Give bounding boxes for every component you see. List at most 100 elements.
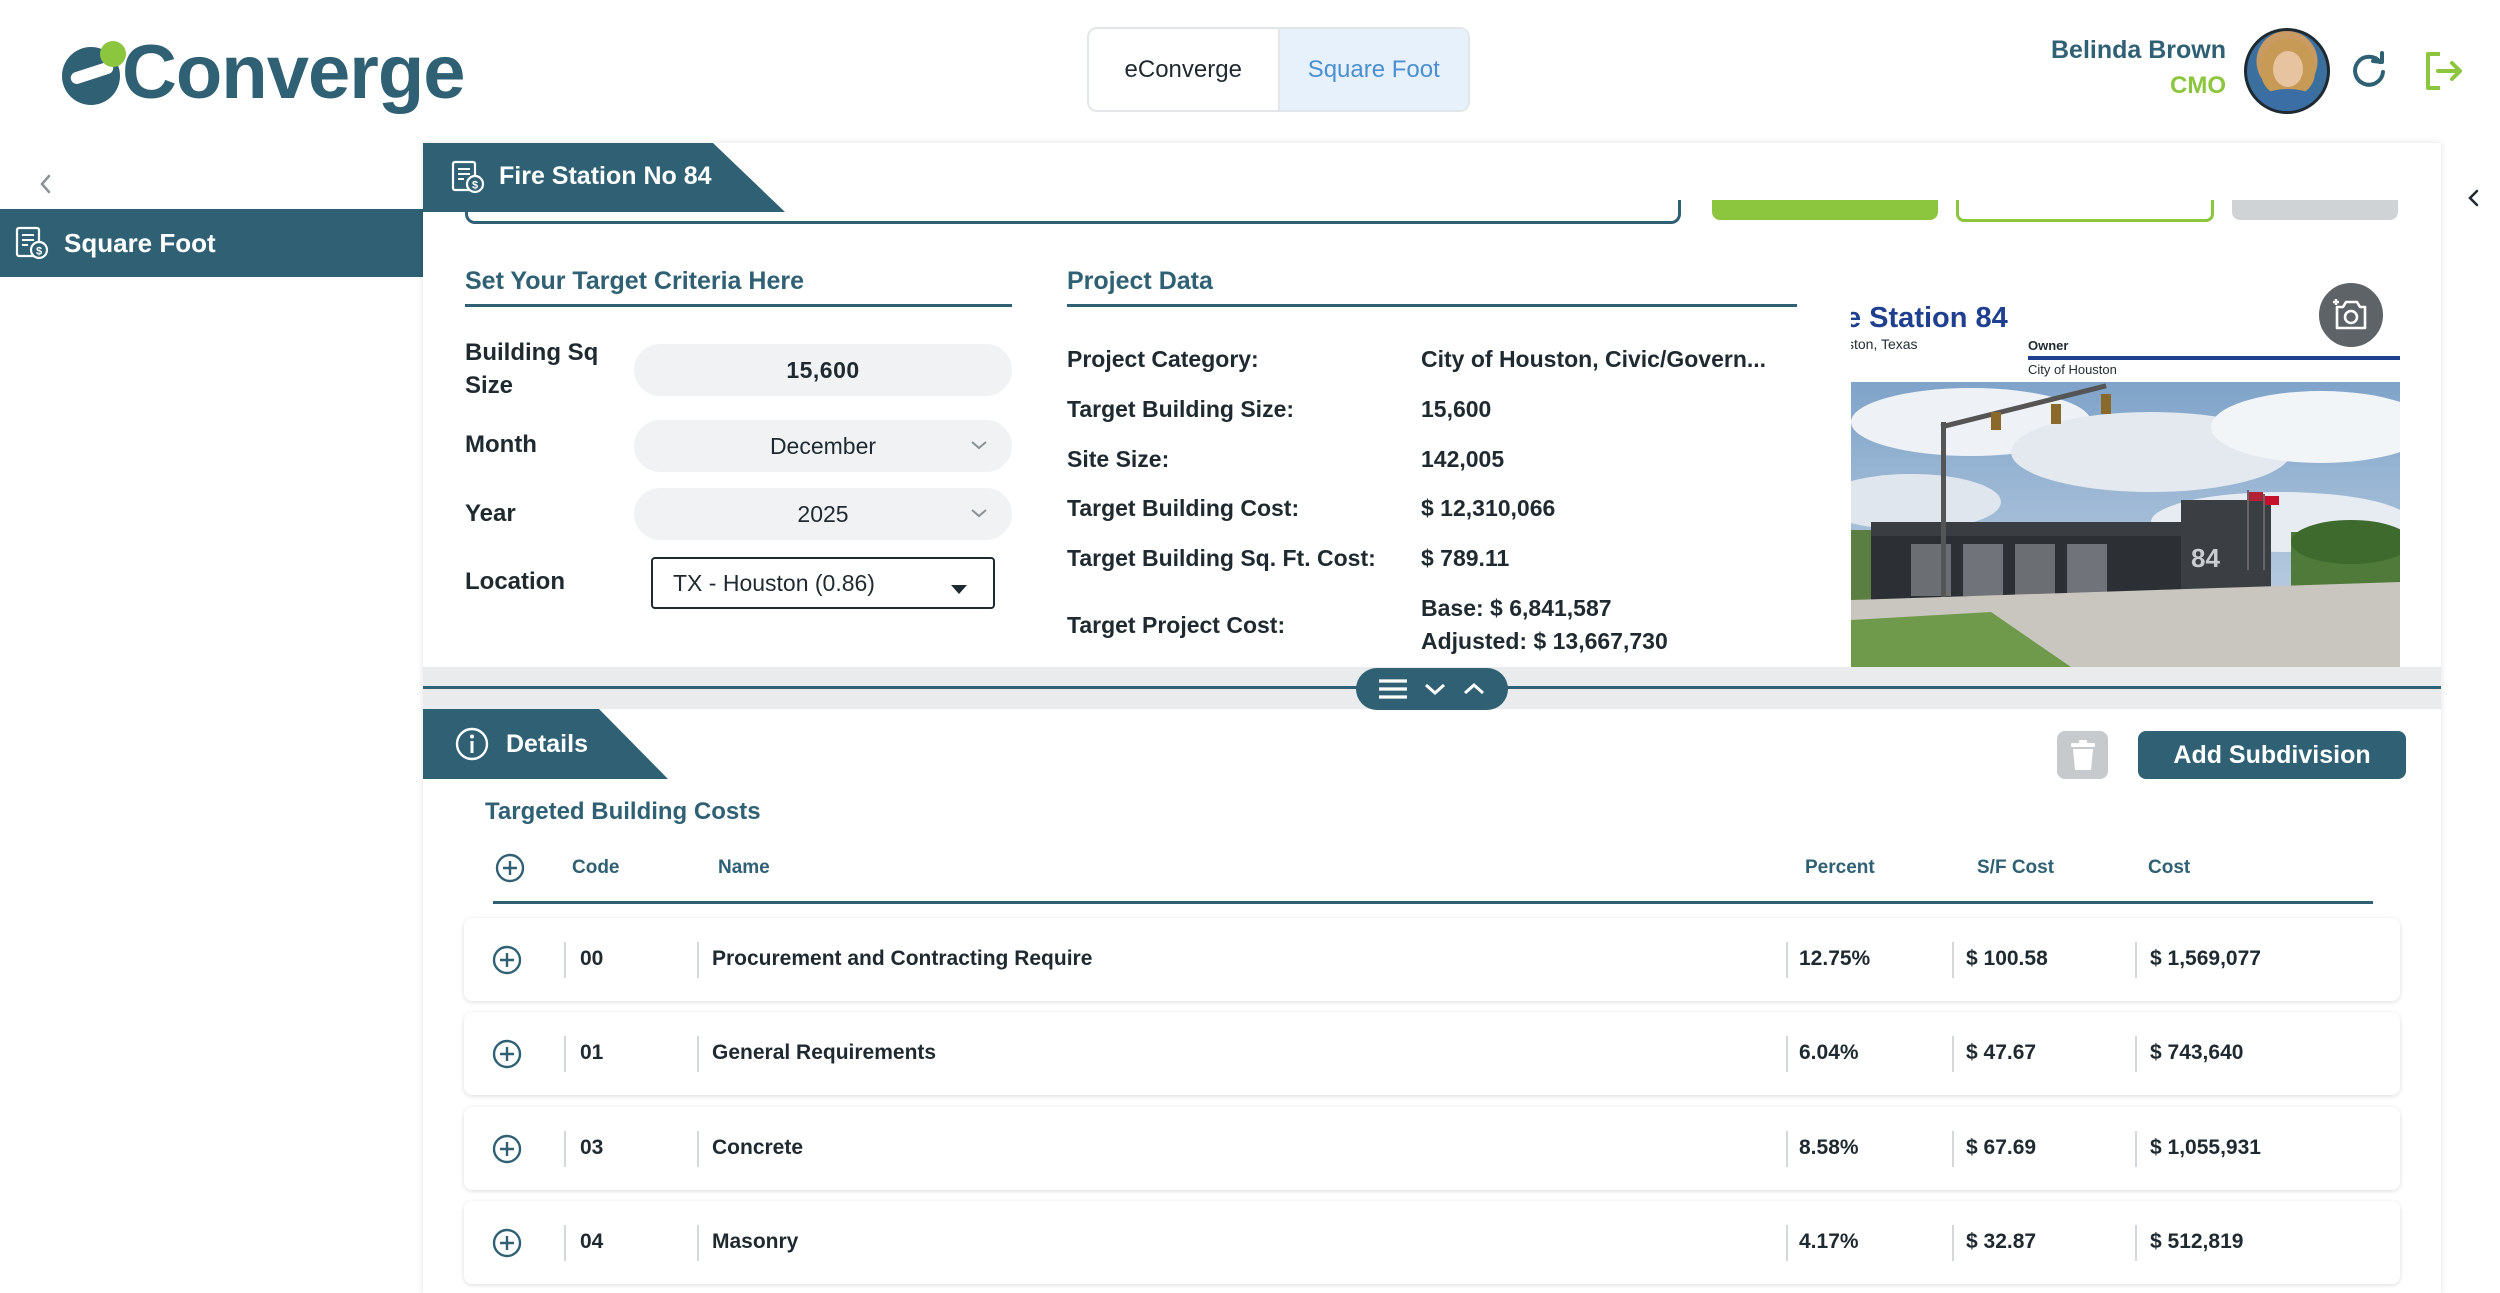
location-select[interactable]: TX - Houston (0.86) <box>651 557 995 609</box>
project-category-label: Project Category: <box>1067 346 1259 372</box>
building-sq-size-input[interactable]: 15,600 <box>634 344 1012 396</box>
column-header-sf-cost: S/F Cost <box>1977 857 2055 878</box>
expand-row-icon[interactable] <box>491 944 523 976</box>
trash-icon <box>2070 740 2095 770</box>
secondary-action-button[interactable] <box>1956 200 2214 222</box>
column-header-code: Code <box>572 857 620 878</box>
sidebar-item-label: Square Foot <box>64 227 216 258</box>
targeted-building-costs-title: Targeted Building Costs <box>485 798 761 825</box>
info-icon <box>455 727 489 761</box>
expand-row-icon[interactable] <box>491 1038 523 1070</box>
month-value: December <box>769 432 877 459</box>
row-code: 03 <box>580 1136 604 1159</box>
table-row[interactable]: 04 Masonry 4.17% $ 32.87 $ 512,819 <box>464 1201 2400 1284</box>
chevron-up-icon[interactable] <box>1461 678 1487 700</box>
svg-text:$: $ <box>472 180 478 192</box>
column-header-name: Name <box>718 857 770 878</box>
building-sq-size-label: Building Sq Size <box>465 339 599 399</box>
building-number: 84 <box>2191 543 2220 573</box>
splitter-handle[interactable] <box>1356 668 1508 710</box>
table-header-divider <box>493 901 2373 904</box>
row-sf-cost: $ 47.67 <box>1966 1041 2037 1064</box>
logo-mark-icon <box>62 41 126 105</box>
details-tab-label: Details <box>506 730 588 758</box>
target-project-cost-base: Base: $ 6,841,587 <box>1421 595 1612 621</box>
year-value: 2025 <box>797 500 849 527</box>
primary-action-button[interactable] <box>1712 200 1938 220</box>
table-row[interactable]: 01 General Requirements 6.04% $ 47.67 $ … <box>464 1012 2400 1095</box>
sidebar-item-square-foot[interactable]: $ Square Foot <box>0 209 423 277</box>
menu-icon[interactable] <box>1377 676 1409 702</box>
target-sqft-cost-value: $ 789.11 <box>1421 545 1510 571</box>
project-search-input[interactable] <box>465 200 1681 224</box>
row-code: 01 <box>580 1041 604 1064</box>
location-value: TX - Houston (0.86) <box>673 569 875 596</box>
camera-plus-icon <box>2333 299 2367 330</box>
expand-row-icon[interactable] <box>491 1227 523 1259</box>
table-row[interactable]: 00 Procurement and Contracting Require 1… <box>464 918 2400 1001</box>
row-cost: $ 512,819 <box>2150 1230 2244 1253</box>
column-header-percent: Percent <box>1805 857 1875 878</box>
criteria-divider <box>465 304 1012 307</box>
row-name: Masonry <box>712 1230 799 1253</box>
row-code: 00 <box>580 947 604 970</box>
tab-econverge[interactable]: eConverge <box>1124 55 1242 83</box>
row-percent: 8.58% <box>1799 1136 1859 1159</box>
photo-divider <box>2028 356 2400 360</box>
sidebar-collapse-icon[interactable] <box>34 170 58 198</box>
delete-button[interactable] <box>2057 731 2108 779</box>
project-title: Fire Station No 84 <box>499 162 712 190</box>
refresh-icon[interactable] <box>2349 50 2389 90</box>
user-role: CMO <box>2170 72 2226 99</box>
row-cost: $ 743,640 <box>2150 1041 2244 1064</box>
column-header-cost: Cost <box>2148 857 2191 878</box>
expand-row-icon[interactable] <box>491 1133 523 1165</box>
disabled-action-button[interactable] <box>2232 200 2398 220</box>
target-sqft-cost-label: Target Building Sq. Ft. Cost: <box>1067 545 1376 571</box>
year-select[interactable]: 2025 <box>634 488 1012 540</box>
tab-square-foot[interactable]: Square Foot <box>1277 29 1468 110</box>
month-select[interactable]: December <box>634 420 1012 472</box>
row-cost: $ 1,055,931 <box>2150 1136 2261 1159</box>
chevron-down-icon <box>971 441 987 450</box>
row-name: General Requirements <box>712 1041 937 1064</box>
target-project-cost-label: Target Project Cost: <box>1067 612 1286 638</box>
logout-icon[interactable] <box>2422 49 2466 93</box>
row-cost: $ 1,569,077 <box>2150 947 2261 970</box>
target-building-cost-label: Target Building Cost: <box>1067 495 1300 521</box>
row-name: Procurement and Contracting Require <box>712 947 1093 970</box>
chevron-down-icon[interactable] <box>1422 678 1448 700</box>
estimate-icon: $ <box>15 226 49 260</box>
details-tab[interactable]: Details <box>423 709 668 779</box>
row-sf-cost: $ 100.58 <box>1966 947 2048 970</box>
target-building-size-value: 15,600 <box>1421 396 1492 422</box>
month-label: Month <box>465 431 537 458</box>
mode-switch: eConverge Square Foot <box>1087 27 1470 112</box>
row-sf-cost: $ 32.87 <box>1966 1230 2037 1253</box>
add-subdivision-button[interactable]: Add Subdivision <box>2138 731 2406 779</box>
svg-text:$: $ <box>36 246 42 258</box>
project-data-divider <box>1067 304 1797 307</box>
user-name: Belinda Brown <box>2050 36 2226 64</box>
table-row[interactable]: 03 Concrete 8.58% $ 67.69 $ 1,055,931 <box>464 1107 2400 1190</box>
avatar[interactable] <box>2244 28 2330 114</box>
row-sf-cost: $ 67.69 <box>1966 1136 2037 1159</box>
change-photo-button[interactable] <box>2316 280 2386 350</box>
right-panel-collapse-icon[interactable] <box>2464 185 2484 211</box>
fire-station-image: 84 <box>1851 382 2400 667</box>
photo-title: e Station 84 <box>1851 302 2008 334</box>
project-title-tab: $ Fire Station No 84 <box>423 143 785 212</box>
year-label: Year <box>465 500 516 527</box>
project-photo: e Station 84 ston, Texas Owner City of H… <box>1851 290 2400 667</box>
site-size-value: 142,005 <box>1421 446 1505 472</box>
target-building-cost-value: $ 12,310,066 <box>1421 495 1556 521</box>
target-project-cost-adjusted: Adjusted: $ 13,667,730 <box>1421 628 1668 654</box>
photo-owner-label: Owner <box>2028 338 2069 353</box>
row-percent: 12.75% <box>1799 947 1871 970</box>
row-code: 04 <box>580 1230 604 1253</box>
criteria-title: Set Your Target Criteria Here <box>465 267 805 295</box>
project-category-value: City of Houston, Civic/Govern... <box>1421 346 1767 372</box>
photo-owner-value: City of Houston <box>2028 362 2117 377</box>
expand-all-icon[interactable] <box>494 852 526 884</box>
site-size-label: Site Size: <box>1067 446 1170 472</box>
